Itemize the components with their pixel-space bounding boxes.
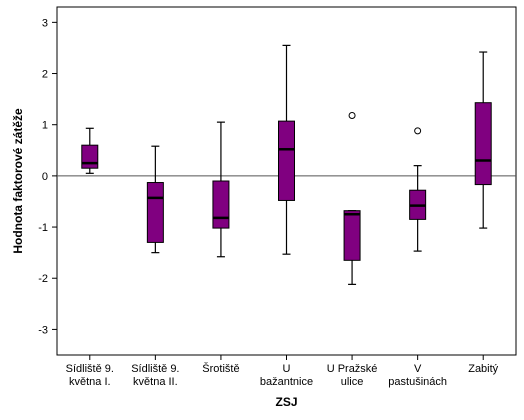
y-tick-label: 1 (42, 120, 48, 132)
box (474, 102, 492, 186)
category-label: května I. (69, 376, 111, 388)
category-label: Sídliště 9. (66, 363, 114, 375)
box (343, 210, 361, 261)
y-tick-label: -2 (38, 273, 48, 285)
category-label: pastušinách (388, 376, 447, 388)
category-label: bažantnice (260, 376, 313, 388)
category-label: Šrotiště (202, 362, 239, 375)
box (212, 180, 230, 229)
y-axis-title: Hodnota faktorové zátěže (11, 108, 25, 254)
category-label: ulice (341, 376, 364, 388)
y-tick-label: -1 (38, 222, 48, 234)
y-tick-label: 3 (42, 17, 48, 29)
box (81, 144, 99, 169)
category-label: Zabitý (468, 363, 498, 375)
y-tick-label: -3 (38, 324, 48, 336)
category-label: U (283, 363, 291, 375)
y-tick-label: 2 (42, 69, 48, 81)
x-axis-title: ZSJ (275, 395, 297, 409)
box (146, 182, 164, 243)
category-label: V (414, 363, 422, 375)
category-label: U Pražské (327, 363, 378, 375)
category-label: května II. (133, 376, 178, 388)
box (278, 120, 295, 201)
outlier-point (414, 127, 422, 135)
category-label: Sídliště 9. (131, 363, 179, 375)
outlier-point (348, 111, 356, 119)
y-tick-label: 0 (42, 171, 48, 183)
